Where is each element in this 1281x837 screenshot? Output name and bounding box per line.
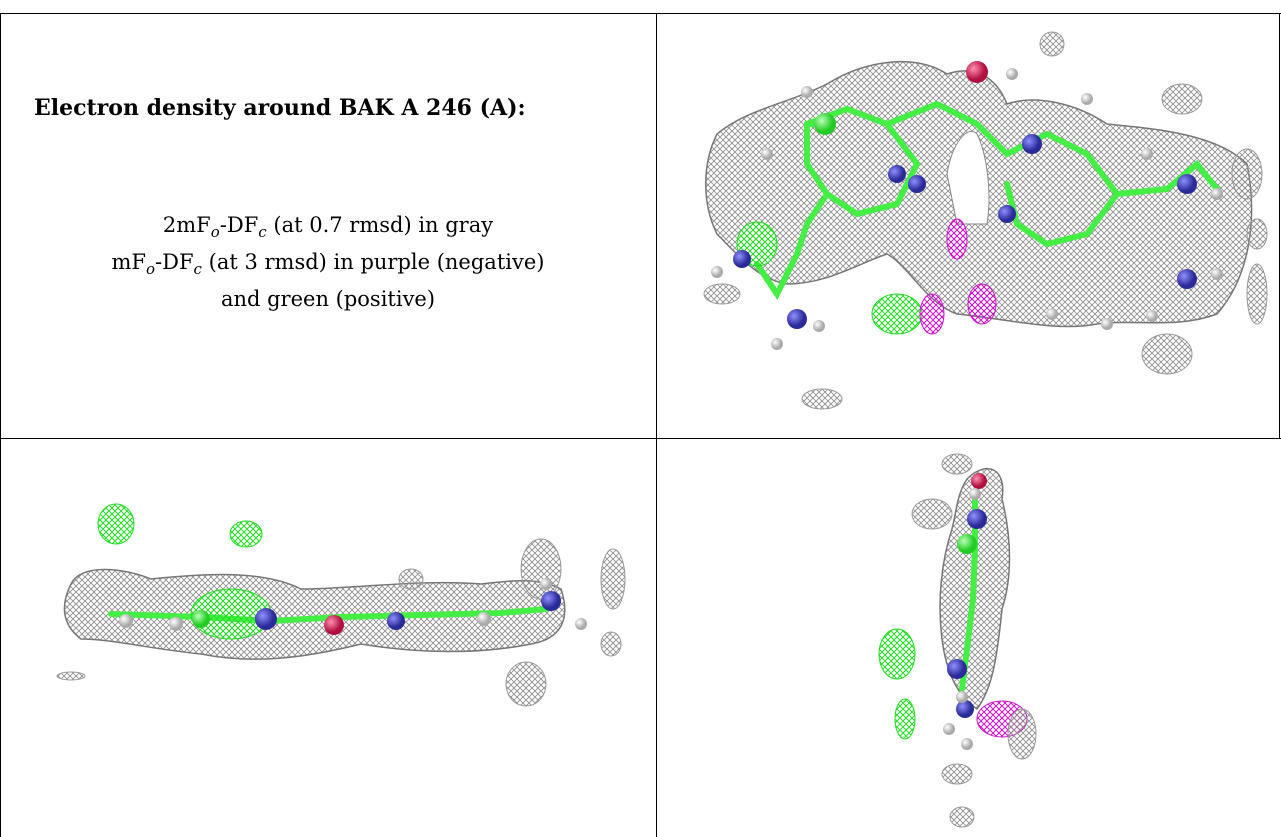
table-divider-vertical	[656, 13, 657, 837]
legend-line-difference: mFo-DFc (at 3 rmsd) in purple (negative)	[111, 250, 545, 279]
gray-density-envelope	[63, 568, 566, 660]
caption-cell: Electron density around BAK A 246 (A): 2…	[0, 0, 656, 438]
molecule-end-view-image	[657, 439, 1279, 837]
legend-line-positive: and green (positive)	[220, 287, 436, 312]
table-border-top	[0, 13, 1281, 14]
table-border-left	[0, 13, 1, 837]
molecule-top-view-image	[657, 14, 1279, 438]
caption-title: Electron density around BAK A 246 (A):	[34, 95, 526, 121]
caption-legend: 2mFo-DFc (at 0.7 rmsd) in gray mFo-DFc (…	[0, 210, 656, 314]
molecule-side-view-image	[1, 439, 656, 837]
legend-line-gray: 2mFo-DFc (at 0.7 rmsd) in gray	[162, 213, 494, 242]
table-divider-horizontal	[0, 438, 1281, 439]
table-border-right	[1279, 13, 1280, 438]
